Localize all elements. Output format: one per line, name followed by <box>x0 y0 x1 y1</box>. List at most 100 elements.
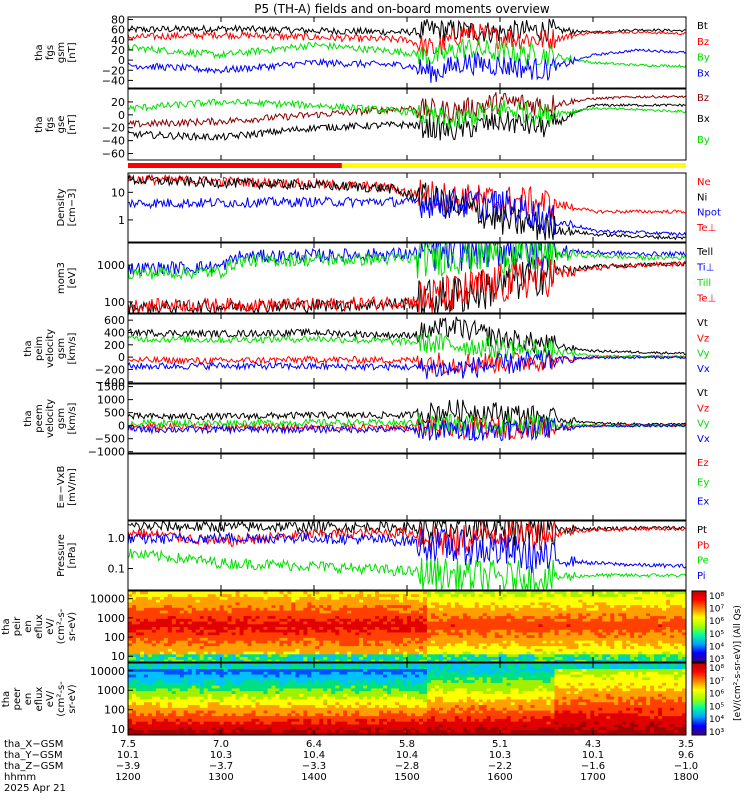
series-npot-line <box>127 187 687 237</box>
spectrogram-cell <box>462 601 468 606</box>
spectrogram-cell <box>375 642 380 647</box>
spectrogram-cell <box>227 642 233 647</box>
spectrogram-cell <box>243 726 249 730</box>
spectrogram-cell <box>426 607 432 611</box>
spectrogram-cell <box>183 626 189 630</box>
spectrogram-cell <box>634 623 639 627</box>
spectrogram-cell <box>359 621 364 625</box>
spectrogram-cell <box>614 615 619 619</box>
spectrogram-cell <box>650 631 655 636</box>
spectrogram-cell <box>678 612 683 617</box>
spectrogram-cell <box>622 626 627 630</box>
spectrogram-cell <box>650 629 655 633</box>
spectrogram-cell <box>399 615 404 619</box>
spectrogram-cell <box>319 612 324 617</box>
spectrogram-cell <box>207 645 213 649</box>
spectrogram-cell <box>426 637 432 641</box>
spectrogram-cell <box>518 607 524 611</box>
spectrogram-cell <box>478 629 484 633</box>
spectrogram-cell <box>319 648 324 652</box>
spectrogram-cell <box>478 645 484 649</box>
spectrogram-cell <box>546 631 551 636</box>
spectrogram-cell <box>255 618 261 622</box>
spectrogram-cell <box>558 610 563 614</box>
spectrogram-cell <box>662 599 667 603</box>
spectrogram-cell <box>383 593 388 597</box>
spectrogram-cell <box>251 663 257 667</box>
spectrogram-cell <box>271 668 276 672</box>
spectrogram-cell <box>239 679 245 683</box>
spectrogram-cell <box>259 640 265 644</box>
spectrogram-cell <box>498 648 504 652</box>
spectrogram-cell <box>646 659 651 663</box>
spectrogram-cell <box>143 604 149 608</box>
spectrogram-cell <box>223 685 229 689</box>
spectrogram-cell <box>534 618 540 622</box>
spectrogram-cell <box>219 729 225 733</box>
y-tick-label: 1 <box>118 214 125 227</box>
spectrogram-cell <box>227 701 233 706</box>
spectrogram-cell <box>678 645 683 649</box>
spectrogram-cell <box>191 615 197 619</box>
spectrogram-cell <box>191 671 197 675</box>
spectrogram-cell <box>187 682 193 686</box>
spectrogram-cell <box>159 629 165 633</box>
spectrogram-cell <box>538 637 544 641</box>
spectrogram-cell <box>171 623 177 627</box>
spectrogram-cell <box>223 596 229 600</box>
spectrogram-cell <box>578 640 583 644</box>
spectrogram-cell <box>670 651 675 655</box>
spectrogram-cell <box>502 645 508 649</box>
spectrogram-cell <box>179 671 185 675</box>
spectrogram-cell <box>255 626 261 630</box>
spectrogram-cell <box>574 593 579 597</box>
spectrogram-cell <box>239 612 245 617</box>
spectrogram-cell <box>223 634 229 638</box>
spectrogram-cell <box>434 607 440 611</box>
spectrogram-cell <box>574 659 579 663</box>
spectrogram-cell <box>498 621 504 625</box>
spectrogram-cell <box>231 637 237 641</box>
spectrogram-cell <box>622 651 627 655</box>
spectrogram-cell <box>311 637 316 641</box>
spectrogram-cell <box>554 648 559 652</box>
spectrogram-cell <box>347 615 352 619</box>
spectrogram-cell <box>414 604 420 608</box>
spectrogram-cell <box>183 637 189 641</box>
spectrogram-cell <box>586 637 591 641</box>
spectrogram-cell <box>638 648 643 652</box>
spectrogram-cell <box>558 621 563 625</box>
spectrogram-cell <box>634 656 639 660</box>
spectrogram-cell <box>335 591 340 595</box>
spectrogram-cell <box>163 659 169 663</box>
spectrogram-cell <box>183 726 189 730</box>
spectrogram-cell <box>626 599 631 603</box>
spectrogram-cell <box>630 637 635 641</box>
spectrogram-cell <box>482 618 488 622</box>
spectrogram-cell <box>191 637 197 641</box>
spectrogram-cell <box>371 651 376 655</box>
spectrogram-cell <box>434 637 440 641</box>
spectrogram-cell <box>159 604 165 608</box>
spectrogram-cell <box>219 607 225 611</box>
spectrogram-cell <box>574 618 579 622</box>
spectrogram-cell <box>614 651 619 655</box>
spectrogram-cell <box>299 659 304 663</box>
spectrogram-cell <box>383 612 388 617</box>
spectrogram-cell <box>426 656 432 660</box>
spectrogram-cell <box>622 642 627 647</box>
spectrogram-cell <box>586 621 591 625</box>
spectrogram-cell <box>614 621 619 625</box>
spectrogram-cell <box>267 634 272 638</box>
spectrogram-cell <box>359 631 364 636</box>
spectrogram-cell <box>534 645 540 649</box>
spectrogram-cell <box>255 612 261 617</box>
spectrogram-cell <box>383 599 388 603</box>
spectrogram-cell <box>151 604 157 608</box>
spectrogram-cell <box>183 732 189 736</box>
spectrogram-cell <box>355 591 360 595</box>
spectrogram-cell <box>526 656 532 660</box>
spectrogram-cell <box>391 640 396 644</box>
spectrogram-cell <box>263 607 268 611</box>
spectrogram-cell <box>311 623 316 627</box>
